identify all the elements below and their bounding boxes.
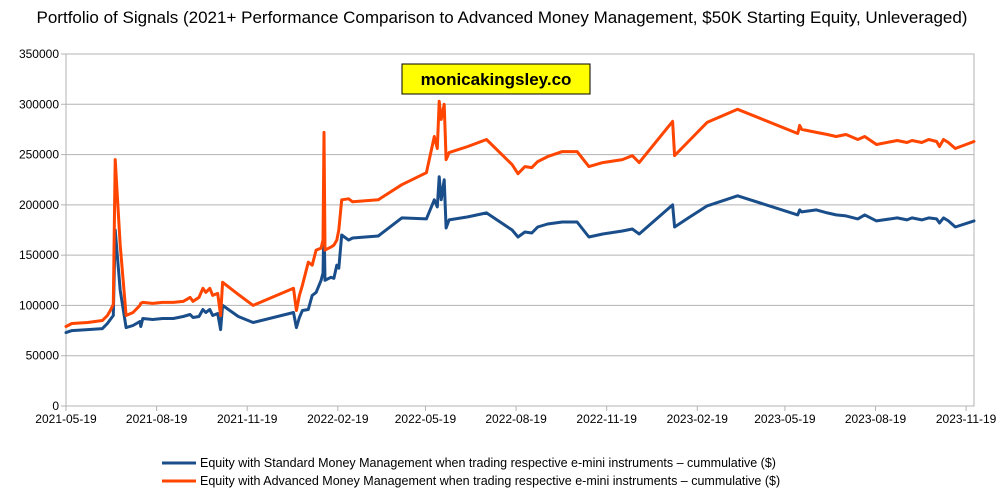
x-tick-label: 2023-11-19 [936, 412, 997, 426]
plot-area [65, 53, 975, 407]
y-axis: 0 50000 100000 150000 200000 250000 300000 3500… [19, 47, 66, 413]
x-tick-label: 2023-05-19 [754, 412, 816, 426]
y-tick-label: 0 [52, 399, 59, 413]
watermark-box [401, 63, 591, 95]
x-tick-label: 2021-11-19 [217, 412, 278, 426]
x-tick-label: 2023-08-19 [845, 412, 907, 426]
y-tick-label: 250000 [19, 148, 59, 162]
y-tick-label: 200000 [19, 198, 59, 212]
legend-label: Equity with Advanced Money Management wh… [200, 474, 780, 488]
series-line-advanced [64, 99, 976, 328]
x-tick-label: 2022-02-19 [307, 412, 369, 426]
legend-label: Equity with Standard Money Management wh… [200, 456, 776, 470]
chart-title: Portfolio of Signals (2021+ Performance … [37, 8, 968, 27]
legend: Equity with Standard Money Management wh… [162, 456, 780, 488]
y-tick-label: 50000 [26, 349, 60, 363]
x-axis: 2021-05-19 2021-08-19 2021-11-19 2022-02-19… [35, 406, 997, 426]
series-lines [64, 99, 976, 335]
series-line-standard [64, 175, 976, 335]
watermark-badge: monicakingsley.co [401, 63, 591, 95]
y-tick-label: 150000 [19, 248, 59, 262]
x-tick-label: 2023-02-19 [667, 412, 729, 426]
x-tick-label: 2022-05-19 [395, 412, 457, 426]
watermark-text: monicakingsley.co [421, 70, 572, 89]
x-tick-label: 2021-05-19 [35, 412, 97, 426]
x-tick-label: 2022-11-19 [576, 412, 637, 426]
y-tick-label: 300000 [19, 97, 59, 111]
y-tick-label: 350000 [19, 47, 59, 61]
x-tick-label: 2022-08-19 [485, 412, 547, 426]
x-tick-label: 2021-08-19 [126, 412, 188, 426]
y-tick-label: 100000 [19, 298, 59, 312]
